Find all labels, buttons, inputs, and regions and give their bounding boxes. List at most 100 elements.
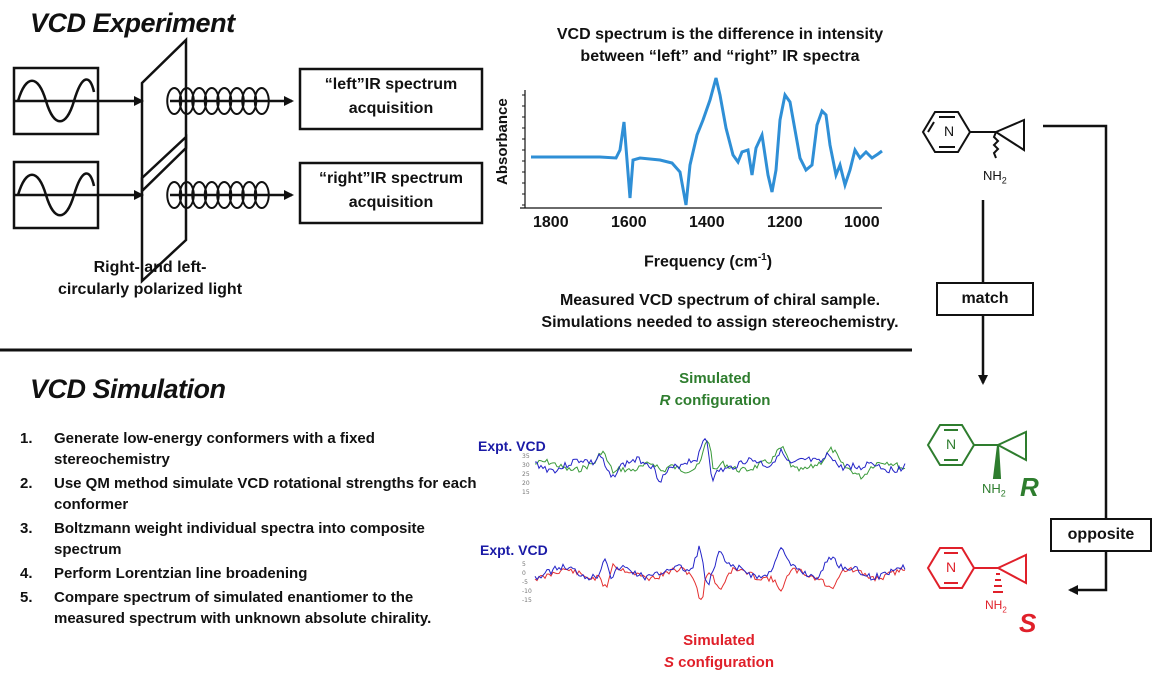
svg-text:-10: -10 [522,588,532,595]
svg-text:20: 20 [522,480,530,487]
left-ir-label: “left”IR spectrum acquisition [300,73,482,121]
step-5-text: Compare spectrum of simulated enantiomer… [54,589,432,627]
spectrum-heading: VCD spectrum is the difference in intens… [520,24,920,68]
svg-text:30: 30 [522,462,530,469]
left-beam-setup [12,37,484,194]
left-ir-label-line2: acquisition [348,100,434,117]
match-box: match [936,282,1034,316]
sim-r-letter: R [659,392,671,409]
r-amine-text: NH [982,481,1001,496]
simulation-title: VCD Simulation [30,374,226,404]
right-beam-setup [12,134,484,284]
molecule-s [926,547,1027,593]
svg-text:-15: -15 [522,597,532,604]
top-amine-sub: 2 [1001,175,1007,186]
expt-vcd-label-2: Expt. VCD [480,542,548,558]
opposite-arrow [1043,124,1108,595]
expt-line-1 [534,437,906,483]
right-ir-label-line1: “right”IR spectrum [318,170,463,187]
xtick-1200: 1200 [767,214,803,231]
step-4-num: 4. [20,565,33,582]
spectrum-caption-line1: Measured VCD spectrum of chiral sample. [559,292,881,309]
step-3-text: Boltzmann weight individual spectra into… [54,520,425,558]
molecule-r [926,424,1027,479]
sim-r-label-line2: R configuration [630,390,800,412]
opposite-box: opposite [1050,518,1152,552]
light-caption-line1: Right- and left- [93,259,207,276]
spectrum-xticks: 1800 1600 1400 1200 1000 [533,214,893,236]
simulated-s-line [534,562,906,601]
experiment-title: VCD Experiment [30,8,235,38]
step-4-text: Perform Lorentzian line broadening [54,565,308,582]
xtick-1800: 1800 [533,214,569,231]
s-letter: S [1019,608,1037,638]
top-amine-text: NH [983,168,1002,183]
step-3: 3. Boltzmann weight individual spectra in… [20,518,484,560]
sim-s-label-line2: S configuration [634,652,804,674]
spectrum-heading-line1: VCD spectrum is the difference in intens… [556,26,884,43]
light-caption: Right- and left- circularly polarized li… [20,257,280,301]
right-ir-label: “right”IR spectrum acquisition [300,167,482,215]
r-letter: R [1020,472,1039,502]
right-ir-box [298,161,484,225]
expt-vcd-label-1: Expt. VCD [478,438,546,454]
svg-text:-5: -5 [522,579,528,586]
s-amine: NH2 [985,598,1007,614]
top-n-atom: N [944,123,955,139]
polarizer-bottom [140,134,188,284]
s-n-atom: N [946,559,957,575]
xlabel-main: Frequency (cm [644,253,758,271]
spectrum-xlabel: Frequency (cm-1) [644,252,772,271]
r-n-atom: N [946,436,957,452]
r-amine-sub: 2 [1000,488,1006,499]
spectrum-heading-line2: between “left” and “right” IR spectra [580,48,860,65]
sim-r-label: Simulated R configuration [630,368,800,412]
sim-s-label-line1: Simulated [683,632,755,649]
sim-s-letter: S [663,654,674,671]
measured-vcd-line [531,77,883,206]
step-3-num: 3. [20,520,33,537]
wave-icon-bottom [16,172,96,217]
sim-s-panel: 5 0 -5 -10 -15 [522,545,906,604]
svg-text:5: 5 [522,561,526,568]
step-1-text: Generate low-energy conformers with a fi… [54,430,375,468]
spectrum-ylabel: Absorbance [494,98,511,185]
top-amine: NH2 [983,168,1007,186]
step-5-num: 5. [20,589,33,606]
wave-icon-top [16,78,96,123]
expt-line-2 [534,545,906,586]
svg-text:0: 0 [522,570,526,577]
sim-r-label-line1: Simulated [679,370,751,387]
xlabel-sup: -1 [757,252,767,263]
step-2: 2. Use QM method simulate VCD rotational … [20,473,484,515]
xtick-1000: 1000 [844,214,880,231]
sim-s-label: Simulated S configuration [634,630,804,674]
sim-r-config: configuration [674,392,771,409]
molecule-unknown [921,111,1025,159]
step-5: 5. Compare spectrum of simulated enantiom… [20,587,484,629]
step-1-num: 1. [20,430,33,447]
spectrum-caption: Measured VCD spectrum of chiral sample. … [510,290,930,334]
step-2-num: 2. [20,475,33,492]
light-caption-line2: circularly polarized light [57,281,243,298]
polarizer-top [140,37,188,194]
xtick-1400: 1400 [689,214,725,231]
r-amine: NH2 [982,481,1006,499]
xtick-1600: 1600 [611,214,647,231]
sim-r-panel: 35 30 25 20 15 [522,437,906,496]
left-ir-label-line1: “left”IR spectrum [324,76,458,93]
svg-text:25: 25 [522,471,530,478]
step-1: 1. Generate low-energy conformers with a … [20,428,484,470]
spectrum-caption-line2: Simulations needed to assign stereochemi… [541,314,899,331]
measured-spectrum-plot [520,77,883,209]
xlabel-end: ) [766,253,773,271]
s-amine-text: NH [985,598,1003,612]
s-amine-sub: 2 [1002,605,1007,615]
simulation-steps: 1. Generate low-energy conformers with a … [20,428,484,632]
svg-text:35: 35 [522,453,530,460]
step-4: 4. Perform Lorentzian line broadening [20,563,484,584]
left-ir-box [298,67,484,131]
sim-s-config: configuration [678,654,774,671]
right-ir-label-line2: acquisition [348,194,434,211]
